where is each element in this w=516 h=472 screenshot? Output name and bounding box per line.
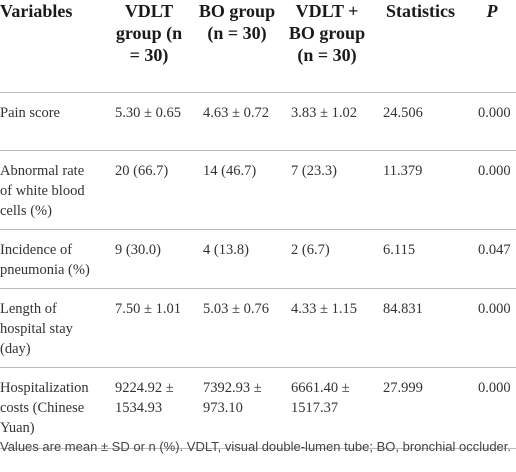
table-cell: Pain score xyxy=(0,104,60,121)
table-cell: 24.506 xyxy=(383,104,423,121)
header-cell: P xyxy=(486,1,498,21)
table-cell: 5.30 ± 0.65 xyxy=(115,104,181,121)
table-cell: 27.999 xyxy=(383,379,423,396)
header-cell: VDLT + BO group (n = 30) xyxy=(288,1,366,65)
table-cell: 0.000 xyxy=(478,379,511,396)
table-header: Variables VDLT group (n = 30) BO group (n … xyxy=(0,0,516,92)
table-cell: 9224.92 ± 1534.93 xyxy=(115,379,174,416)
table-cell: Hospitalization costs (Chinese Yuan) xyxy=(0,379,89,436)
table-cell: 0.000 xyxy=(478,104,511,121)
table-cell: 0.000 xyxy=(478,300,511,317)
header-cell: Variables xyxy=(0,1,73,21)
table-row: Pain score 5.30 ± 0.65 4.63 ± 0.72 3.83 ± 1… xyxy=(0,92,516,150)
table-cell: 11.379 xyxy=(383,162,423,179)
table-cell: 0.047 xyxy=(478,241,511,258)
table-cell: Incidence of pneumonia (%) xyxy=(0,241,90,278)
header-cell: BO group (n = 30) xyxy=(198,1,276,43)
table-cell: 6661.40 ± 1517.37 xyxy=(291,379,350,416)
table-row: Hospitalization costs (Chinese Yuan) 9224… xyxy=(0,367,516,448)
table-cell: 4 (13.8) xyxy=(203,241,249,258)
table-cell: 3.83 ± 1.02 xyxy=(291,104,357,121)
header-row: Variables VDLT group (n = 30) BO group (n … xyxy=(0,0,516,92)
table-cell: 4.63 ± 0.72 xyxy=(203,104,269,121)
footnote: Values are mean ± SD or n (%). VDLT, vis… xyxy=(0,439,512,454)
header-cell: Statistics xyxy=(386,1,455,21)
table-cell: 7.50 ± 1.01 xyxy=(115,300,181,317)
table-row: Abnormal rate of white blood cells (%) 20… xyxy=(0,150,516,229)
table-cell: 4.33 ± 1.15 xyxy=(291,300,357,317)
table-cell: 84.831 xyxy=(383,300,423,317)
table-cell: Length of hospital stay (day) xyxy=(0,300,73,357)
data-table: Variables VDLT group (n = 30) BO group (n … xyxy=(0,0,516,448)
table-cell: 7 (23.3) xyxy=(291,162,337,179)
table-cell: 9 (30.0) xyxy=(115,241,161,258)
table-cell: 2 (6.7) xyxy=(291,241,330,258)
table-cell: 7392.93 ± 973.10 xyxy=(203,379,262,416)
table-row: Incidence of pneumonia (%) 9 (30.0) 4 (13.… xyxy=(0,229,516,288)
table-cell: 0.000 xyxy=(478,162,511,179)
table-cell: 20 (66.7) xyxy=(115,162,169,179)
table-cell: 5.03 ± 0.76 xyxy=(203,300,269,317)
table-cell: 14 (46.7) xyxy=(203,162,257,179)
table-body: Pain score 5.30 ± 0.65 4.63 ± 0.72 3.83 ± 1… xyxy=(0,92,516,448)
header-cell: VDLT group (n = 30) xyxy=(115,1,183,65)
table-cell: Abnormal rate of white blood cells (%) xyxy=(0,162,85,219)
table-cell: 6.115 xyxy=(383,241,416,258)
table-row: Length of hospital stay (day) 7.50 ± 1.01… xyxy=(0,288,516,367)
